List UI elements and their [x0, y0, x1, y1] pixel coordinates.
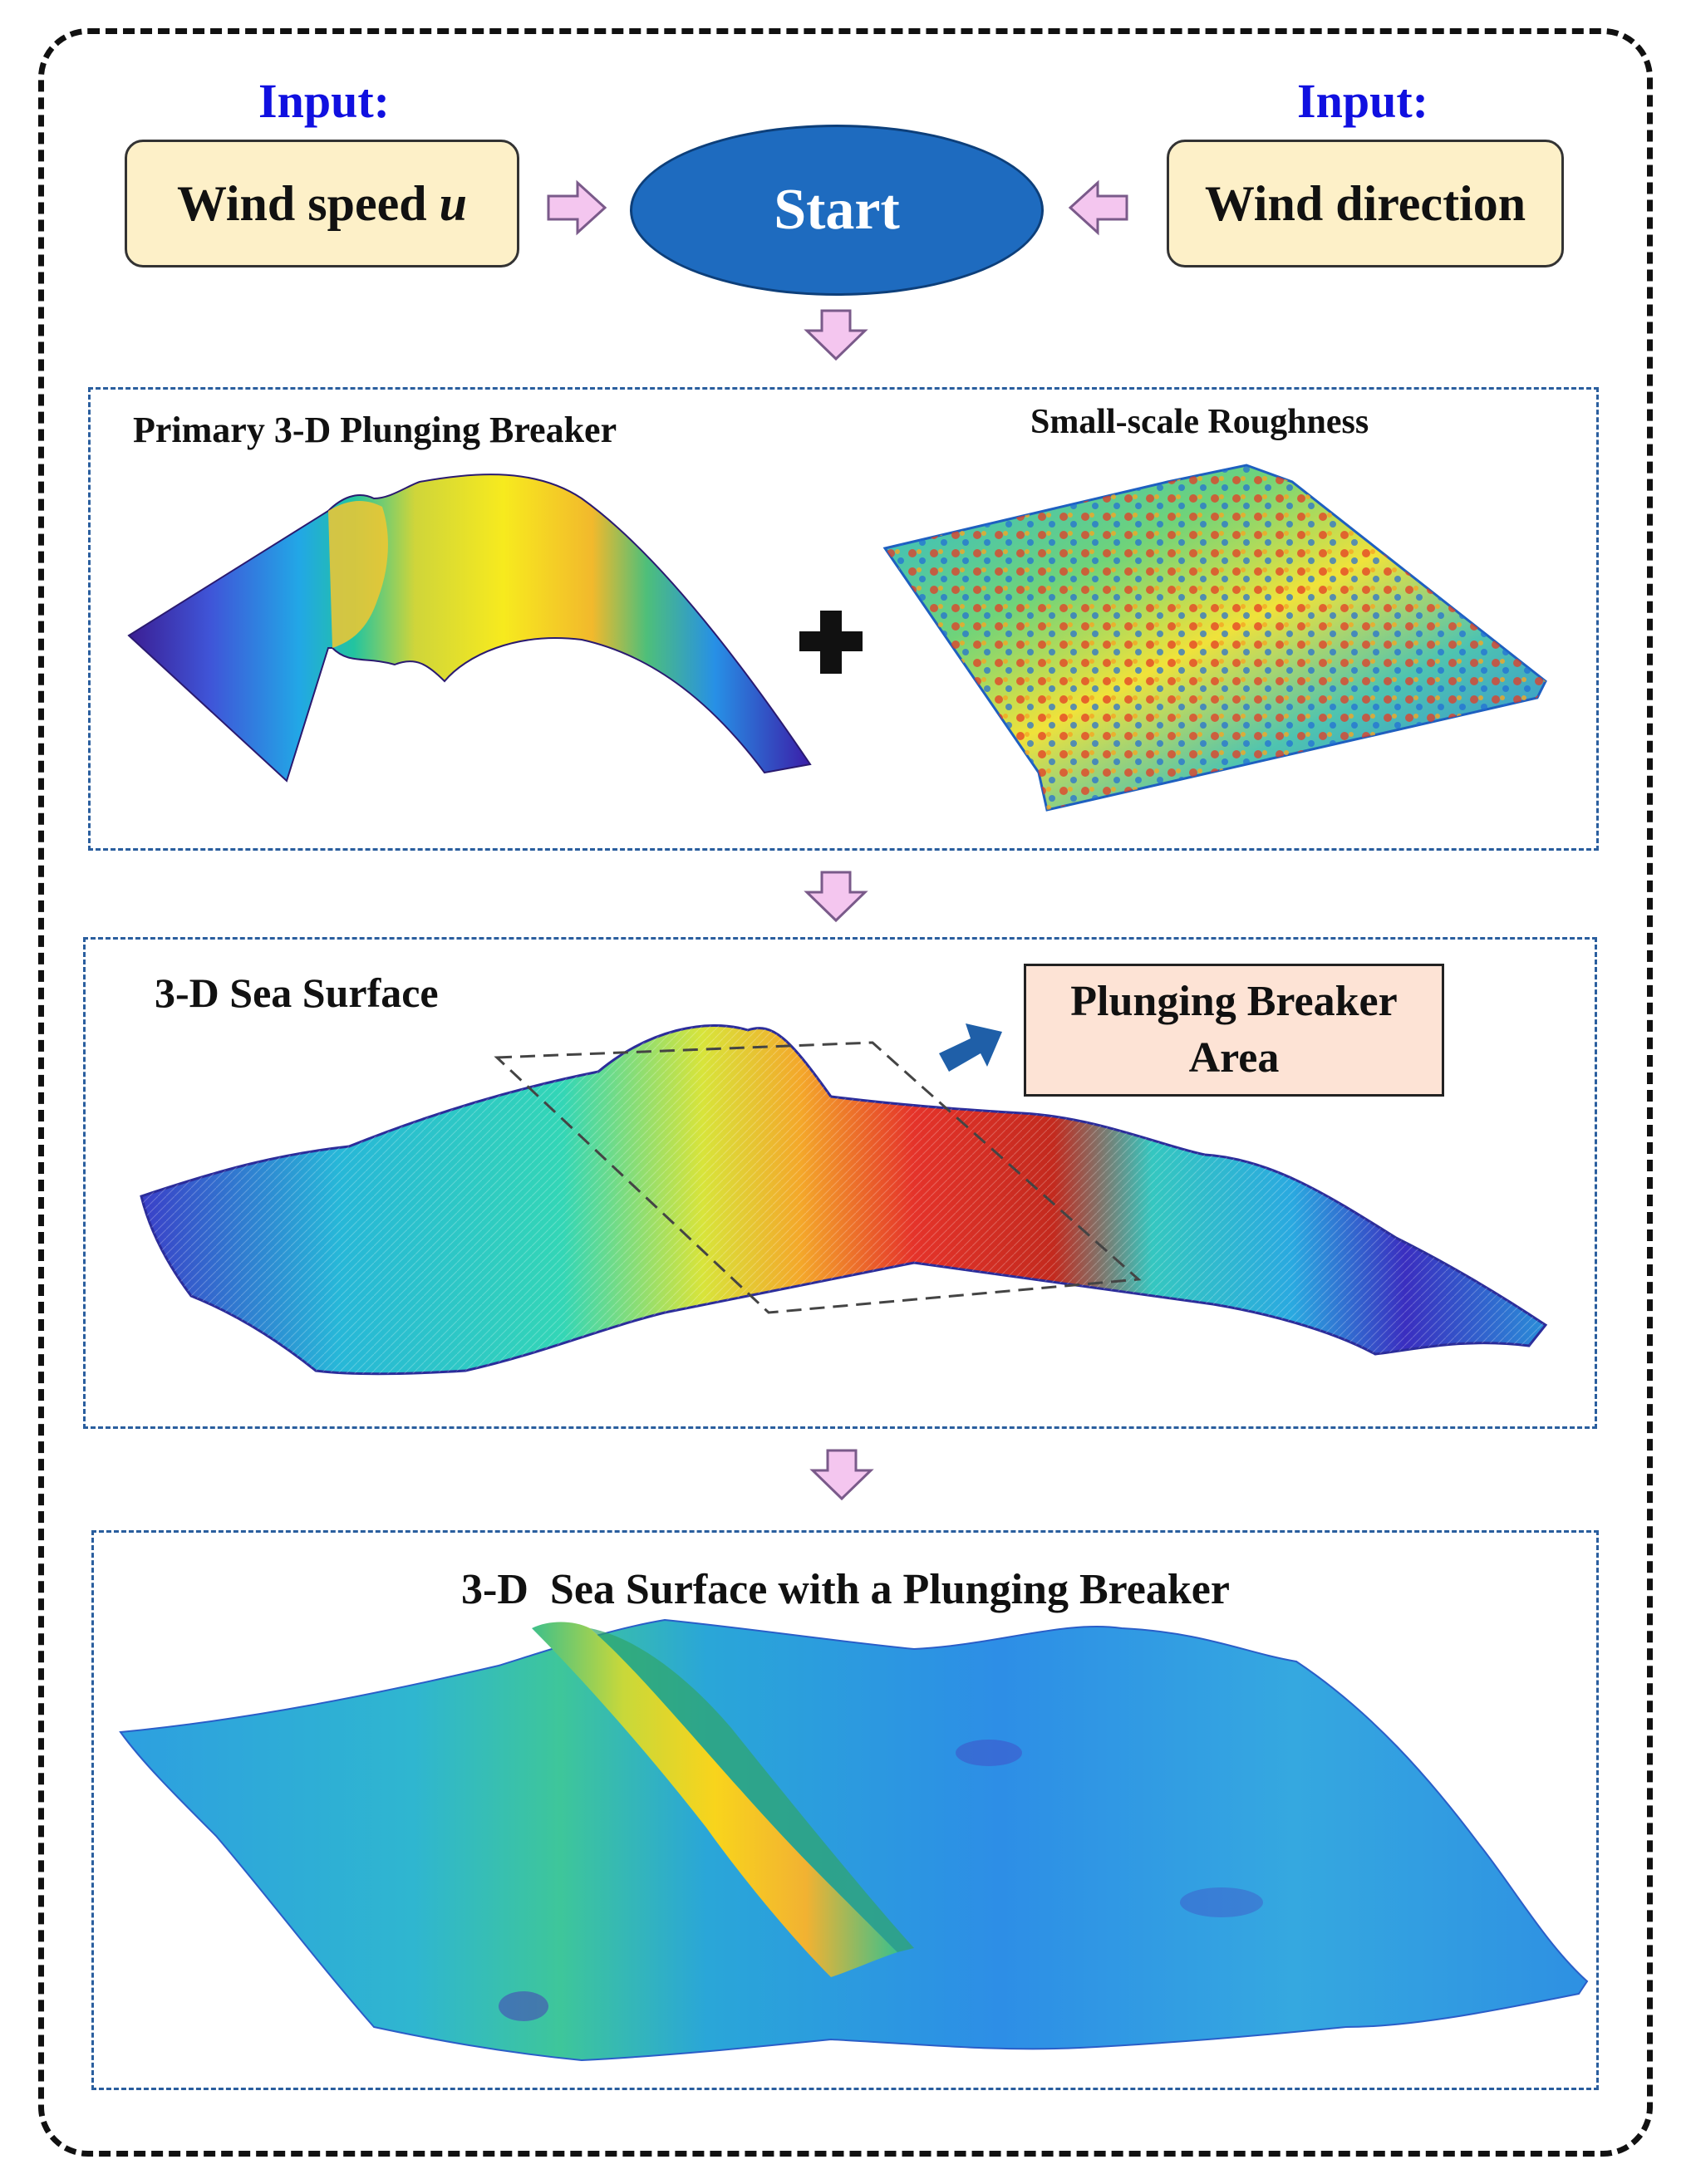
arrow-left-icon	[1068, 179, 1128, 236]
input-label-left: Input:	[258, 74, 390, 128]
panel1-left-title: Primary 3-D Plunging Breaker	[133, 410, 617, 450]
panel1-right-title: Small-scale Roughness	[1030, 403, 1369, 441]
panel3-title: 3-D Sea Surface with a Plunging Breaker	[461, 1566, 1230, 1613]
arrow-down-icon	[804, 309, 868, 361]
plunging-breaker-image	[127, 474, 812, 783]
breaker-crest-image	[532, 1622, 897, 1977]
callout-arrow-icon	[939, 1023, 1002, 1072]
breaker-area-outline	[494, 1041, 1142, 1314]
breaker-lip	[328, 501, 388, 648]
arrow-down-icon	[809, 1449, 874, 1501]
plunging-breaker-area-callout[interactable]: Plunging Breaker Area	[1024, 964, 1444, 1097]
input-label-right: Input:	[1297, 74, 1428, 128]
start-node[interactable]: Start	[630, 125, 1044, 296]
outer-frame	[38, 28, 1653, 2157]
arrow-down-icon	[804, 871, 868, 923]
wind-direction-box[interactable]: Wind direction	[1167, 140, 1564, 267]
wind-speed-label: Wind speed	[176, 175, 440, 231]
breaker-crest-shadow	[590, 1628, 914, 1952]
wind-speed-variable: u	[439, 175, 468, 231]
surface-trough-2	[956, 1740, 1022, 1766]
surface-trough-1	[499, 1991, 548, 2021]
panel-components	[88, 387, 1599, 851]
callout-line-2: Area	[1188, 1034, 1280, 1082]
panel-combined-surface	[91, 1530, 1599, 2090]
panel-sea-surface	[83, 937, 1597, 1429]
combined-surface-image	[119, 1618, 1589, 2062]
callout-line-1: Plunging Breaker	[1070, 978, 1398, 1025]
surface-trough-3	[1180, 1887, 1263, 1917]
wind-speed-box[interactable]: Wind speed u	[125, 140, 519, 267]
panel2-title: 3-D Sea Surface	[155, 969, 439, 1016]
arrow-right-icon	[547, 179, 607, 236]
plus-icon-horizontal	[799, 631, 863, 651]
